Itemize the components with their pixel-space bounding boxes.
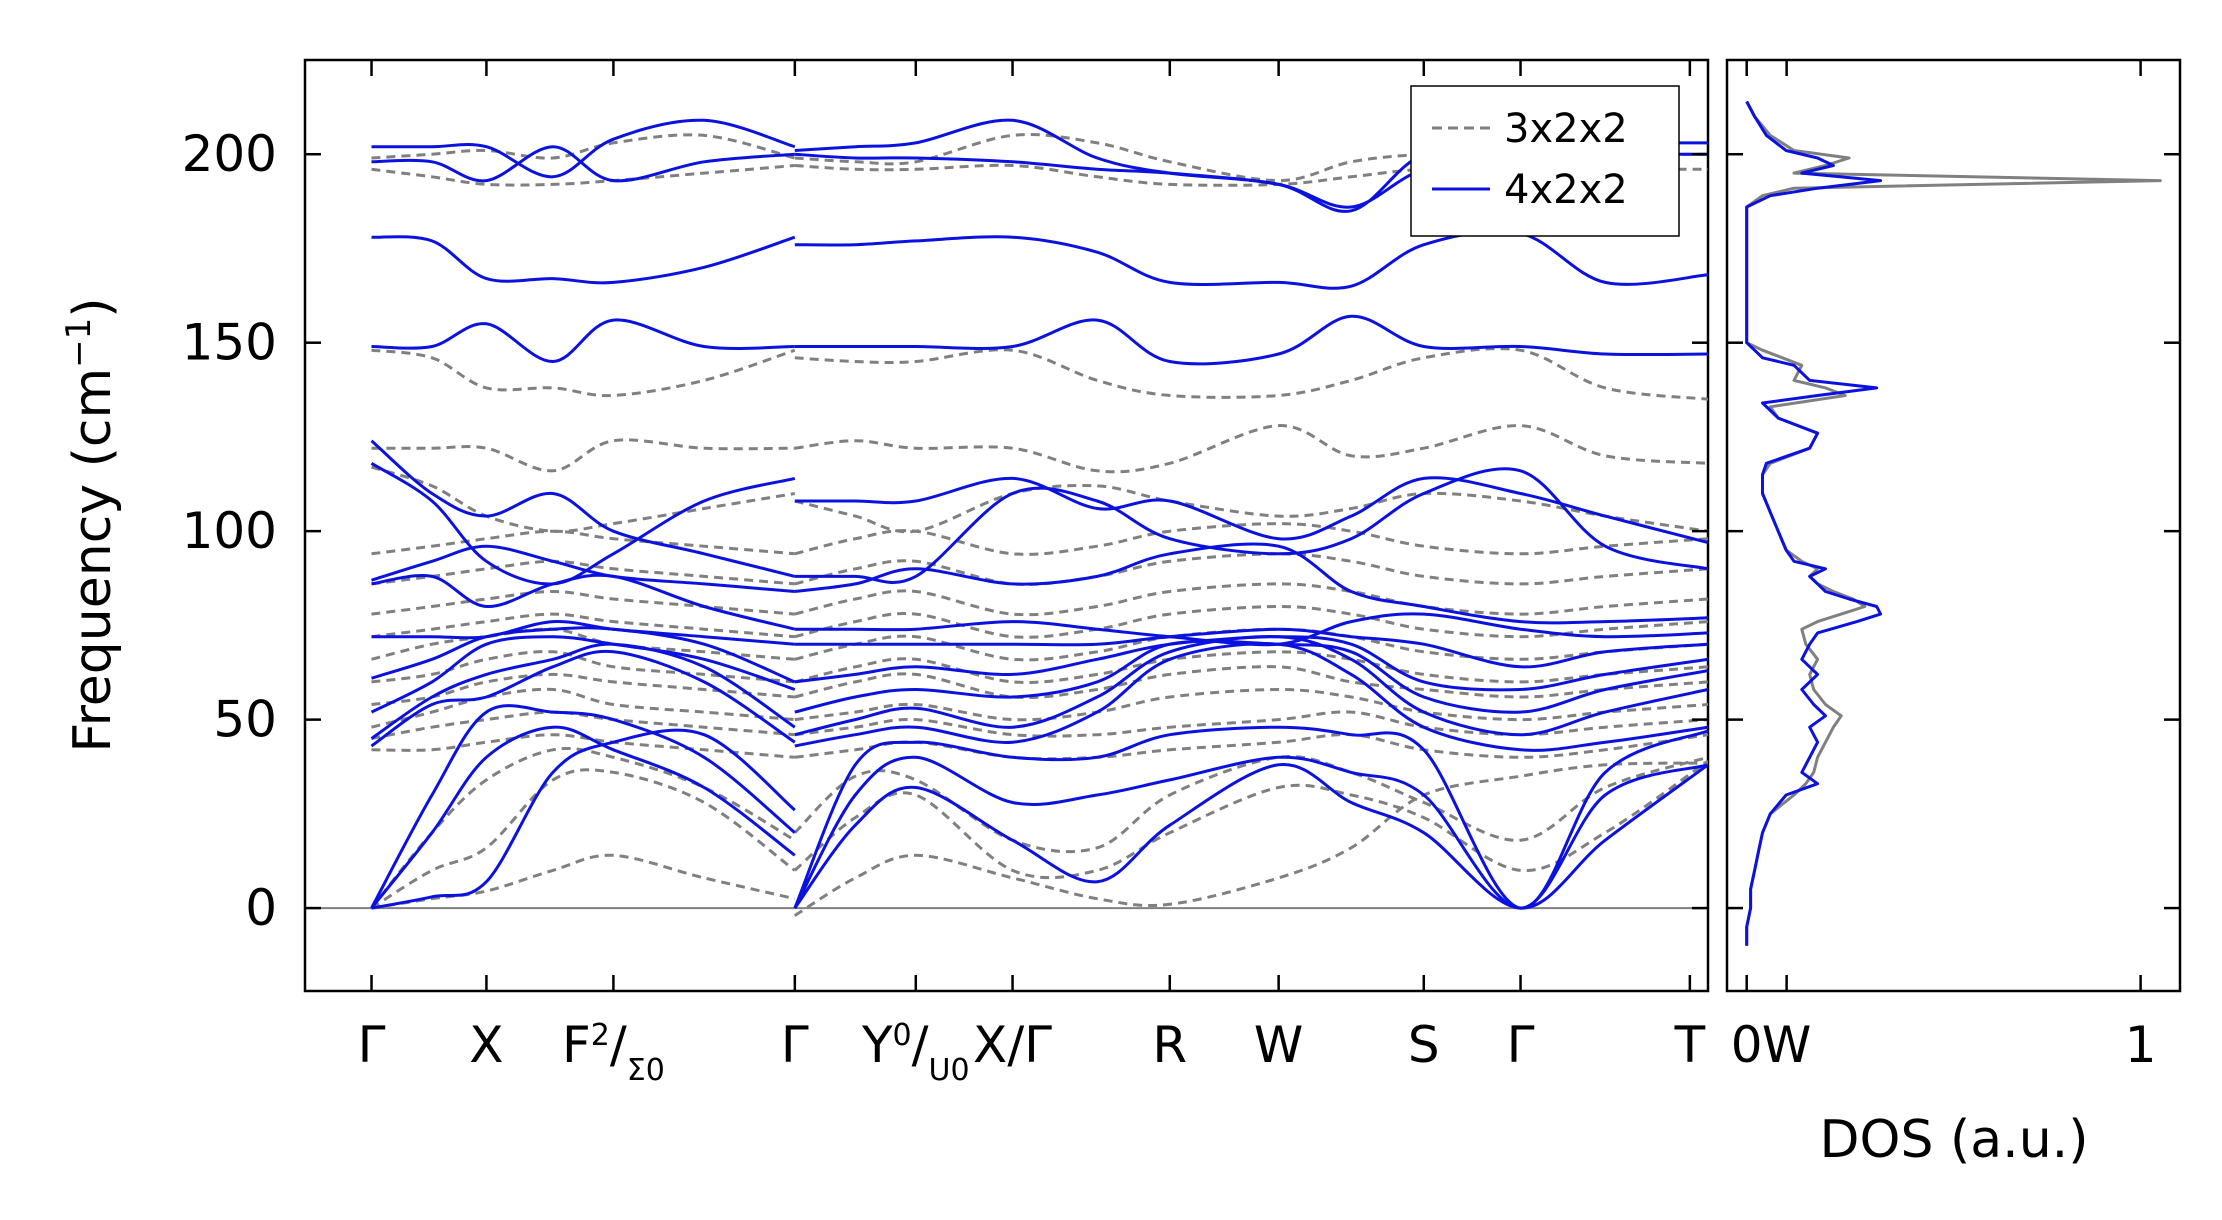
band-line-4x2x2 bbox=[793, 725, 1708, 910]
band-line-3x2x2 bbox=[794, 552, 1708, 586]
legend: 3x2x2 4x2x2 bbox=[1410, 85, 1680, 237]
band-line-3x2x2 bbox=[371, 650, 795, 684]
dos-line-4x2x2 bbox=[1745, 100, 1883, 946]
band-line-4x2x2 bbox=[794, 635, 1708, 692]
high-symmetry-label: Y0/U0 bbox=[861, 1016, 970, 1088]
band-line-3x2x2 bbox=[371, 438, 795, 473]
band-line-3x2x2 bbox=[371, 612, 795, 639]
band-line-3x2x2 bbox=[371, 687, 795, 729]
band-line-4x2x2 bbox=[371, 619, 795, 646]
high-symmetry-label: Γ bbox=[781, 1016, 809, 1074]
band-line-3x2x2 bbox=[794, 133, 1708, 183]
high-symmetry-label: R bbox=[1152, 1016, 1187, 1074]
band-line-4x2x2 bbox=[371, 728, 796, 910]
band-line-3x2x2 bbox=[371, 627, 795, 661]
high-symmetry-label: X/Γ bbox=[973, 1016, 1052, 1074]
band-line-4x2x2 bbox=[794, 229, 1708, 290]
band-line-4x2x2 bbox=[370, 704, 796, 909]
band-line-4x2x2 bbox=[794, 476, 1708, 544]
dos-y-ticks bbox=[1727, 152, 2180, 910]
band-line-4x2x2 bbox=[371, 145, 795, 183]
band-line-3x2x2 bbox=[371, 853, 796, 910]
band-line-3x2x2 bbox=[794, 687, 1708, 722]
band-line-3x2x2 bbox=[794, 604, 1708, 639]
band-plot-frame bbox=[303, 58, 1710, 993]
band-line-3x2x2 bbox=[794, 484, 1708, 534]
band-line-4x2x2 bbox=[370, 642, 796, 740]
band-line-4x2x2 bbox=[794, 542, 1708, 625]
y-axis-label-main: Frequency (cm bbox=[63, 368, 123, 753]
band-line-3x2x2 bbox=[371, 465, 796, 533]
band-line-4x2x2 bbox=[370, 725, 796, 910]
band-line-4x2x2 bbox=[370, 439, 796, 578]
y-axis-label-superscript: −1 bbox=[59, 318, 99, 368]
high-symmetry-label: Γ bbox=[358, 1016, 386, 1074]
band-line-3x2x2 bbox=[793, 755, 1708, 854]
band-line-4x2x2 bbox=[794, 612, 1708, 647]
legend-label-3x2x2: 3x2x2 bbox=[1504, 106, 1628, 152]
band-line-4x2x2 bbox=[793, 763, 1708, 910]
band-line-4x2x2 bbox=[794, 314, 1708, 366]
band-y-tick-label: 150 bbox=[182, 314, 277, 372]
high-symmetry-label: W bbox=[1254, 1016, 1303, 1074]
legend-box bbox=[1410, 85, 1680, 237]
high-symmetry-label: F2/Σ0 bbox=[562, 1016, 665, 1088]
band-line-4x2x2 bbox=[371, 544, 795, 593]
band-line-4x2x2 bbox=[371, 573, 796, 631]
band-line-3x2x2 bbox=[794, 582, 1708, 617]
band-line-4x2x2 bbox=[371, 626, 796, 684]
high-symmetry-label: X bbox=[469, 1016, 503, 1074]
y-axis-label-close: ) bbox=[63, 297, 123, 317]
dos-x-tick-label: 0 bbox=[1731, 1016, 1763, 1074]
band-line-3x2x2 bbox=[794, 650, 1708, 684]
band-curves bbox=[370, 118, 1708, 917]
dos-x-tick-label: 1 bbox=[2125, 1016, 2157, 1074]
band-line-3x2x2 bbox=[371, 348, 796, 398]
band-line-3x2x2 bbox=[371, 164, 795, 187]
dos-line-3x2x2 bbox=[1745, 100, 2162, 946]
dos-curves bbox=[1745, 100, 2162, 946]
y-axis-label: Frequency (cm−1) bbox=[59, 297, 123, 752]
dos-plot-frame bbox=[1725, 58, 2182, 993]
band-line-3x2x2 bbox=[794, 665, 1708, 700]
band-line-3x2x2 bbox=[794, 347, 1708, 401]
band-y-tick-label: 200 bbox=[182, 125, 277, 183]
band-line-3x2x2 bbox=[370, 768, 796, 910]
band-line-4x2x2 bbox=[371, 318, 795, 364]
band-line-3x2x2 bbox=[371, 733, 795, 759]
band-line-4x2x2 bbox=[370, 462, 796, 586]
band-y-tick-label: 100 bbox=[182, 502, 277, 560]
legend-label-4x2x2: 4x2x2 bbox=[1504, 167, 1628, 213]
svg-text:Frequency (cm−1): Frequency (cm−1) bbox=[59, 297, 123, 752]
band-line-4x2x2 bbox=[370, 649, 796, 748]
band-y-ticks: 0 50 100 150 200 bbox=[182, 125, 1708, 937]
high-symmetry-label: S bbox=[1408, 1016, 1440, 1074]
high-symmetry-label: Γ bbox=[1507, 1016, 1535, 1074]
band-line-4x2x2 bbox=[371, 235, 796, 285]
band-line-3x2x2 bbox=[371, 589, 795, 616]
band-y-tick-label: 0 bbox=[245, 879, 277, 937]
band-y-tick-label: 50 bbox=[213, 691, 277, 749]
band-line-3x2x2 bbox=[371, 133, 796, 160]
band-line-3x2x2 bbox=[794, 761, 1708, 917]
band-x-ticks: Γ X F2/Σ0 Γ Y0/U0 X/Γ R W S Γ T W bbox=[358, 60, 1811, 1088]
band-line-3x2x2 bbox=[793, 759, 1708, 880]
band-line-4x2x2 bbox=[794, 467, 1708, 585]
band-line-4x2x2 bbox=[371, 118, 796, 179]
band-line-4x2x2 bbox=[370, 635, 796, 714]
band-line-3x2x2 bbox=[794, 710, 1708, 738]
band-line-3x2x2 bbox=[371, 529, 795, 556]
band-line-3x2x2 bbox=[794, 424, 1708, 474]
band-line-4x2x2 bbox=[794, 627, 1708, 669]
dos-x-axis-label: DOS (a.u.) bbox=[1820, 1110, 2089, 1170]
high-symmetry-label: T bbox=[1674, 1016, 1706, 1074]
high-symmetry-label: W bbox=[1762, 1016, 1811, 1074]
